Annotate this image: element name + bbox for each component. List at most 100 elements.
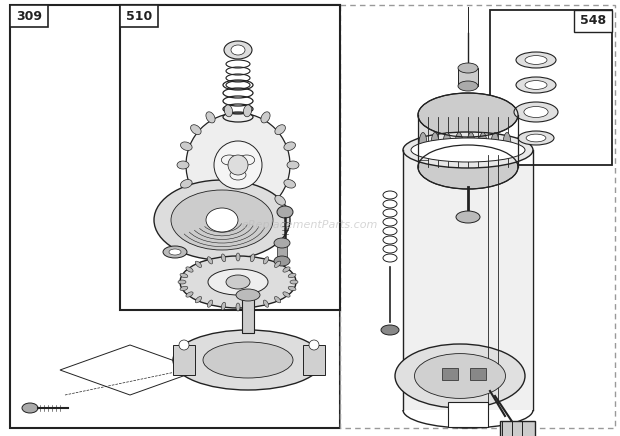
Ellipse shape (180, 180, 192, 188)
Ellipse shape (491, 133, 499, 157)
Ellipse shape (180, 273, 188, 278)
Ellipse shape (395, 344, 525, 408)
Ellipse shape (525, 81, 547, 89)
Ellipse shape (195, 296, 202, 303)
Bar (442, 368, 458, 380)
Ellipse shape (180, 286, 188, 291)
Ellipse shape (288, 286, 296, 291)
Ellipse shape (206, 112, 215, 123)
Ellipse shape (456, 211, 480, 223)
Ellipse shape (226, 275, 250, 289)
Ellipse shape (154, 180, 290, 260)
Ellipse shape (525, 56, 547, 65)
Ellipse shape (415, 354, 505, 399)
Ellipse shape (419, 133, 427, 157)
Ellipse shape (214, 141, 262, 189)
Bar (470, 368, 486, 380)
Ellipse shape (431, 133, 439, 157)
Ellipse shape (207, 300, 213, 307)
Ellipse shape (514, 102, 558, 122)
Ellipse shape (309, 340, 319, 350)
Ellipse shape (186, 113, 290, 217)
Bar (458, 68, 478, 86)
Ellipse shape (186, 292, 193, 297)
Ellipse shape (516, 77, 556, 93)
Ellipse shape (418, 93, 518, 137)
Ellipse shape (458, 63, 478, 73)
Ellipse shape (264, 300, 268, 307)
Ellipse shape (261, 207, 270, 218)
Bar (303, 345, 325, 375)
Ellipse shape (224, 105, 232, 117)
Ellipse shape (22, 403, 38, 413)
Ellipse shape (250, 254, 255, 262)
Ellipse shape (180, 256, 296, 308)
Ellipse shape (206, 207, 215, 218)
Text: 309: 309 (16, 10, 42, 23)
Ellipse shape (283, 292, 290, 297)
Ellipse shape (516, 52, 556, 68)
Ellipse shape (186, 267, 193, 272)
Ellipse shape (173, 330, 323, 390)
Ellipse shape (203, 342, 293, 378)
Bar (500, 421, 535, 436)
Ellipse shape (524, 106, 548, 117)
Ellipse shape (274, 256, 290, 266)
Ellipse shape (264, 257, 268, 264)
Bar (120, 5, 340, 310)
Ellipse shape (526, 134, 546, 142)
Ellipse shape (458, 81, 478, 91)
Bar (418, 115, 518, 167)
Ellipse shape (236, 289, 260, 301)
Ellipse shape (443, 133, 451, 157)
Ellipse shape (518, 131, 554, 145)
Ellipse shape (208, 269, 268, 295)
Ellipse shape (231, 45, 245, 55)
Bar (574, 10, 612, 32)
Ellipse shape (287, 161, 299, 169)
Ellipse shape (288, 273, 296, 278)
Polygon shape (60, 345, 200, 395)
Ellipse shape (207, 257, 213, 264)
Bar (242, 295, 254, 333)
Ellipse shape (277, 206, 293, 218)
Ellipse shape (195, 261, 202, 267)
Bar (120, 5, 158, 27)
Bar (448, 402, 488, 427)
Text: eReplacementParts.com: eReplacementParts.com (242, 220, 378, 230)
Bar (173, 345, 195, 375)
Ellipse shape (244, 213, 252, 225)
Ellipse shape (221, 302, 226, 310)
Ellipse shape (381, 325, 399, 335)
Ellipse shape (275, 195, 285, 205)
Bar (404, 150, 532, 410)
Ellipse shape (403, 132, 533, 168)
Ellipse shape (290, 280, 298, 284)
Ellipse shape (190, 125, 201, 135)
Ellipse shape (479, 133, 487, 157)
Bar (490, 10, 612, 165)
Ellipse shape (455, 133, 463, 157)
Bar (10, 5, 48, 27)
Ellipse shape (275, 261, 281, 267)
Ellipse shape (180, 142, 192, 150)
Ellipse shape (244, 105, 252, 117)
Ellipse shape (179, 340, 189, 350)
Bar (340, 5, 615, 428)
Ellipse shape (163, 246, 187, 258)
Bar (10, 5, 340, 428)
Ellipse shape (467, 133, 475, 157)
Text: 548: 548 (580, 14, 606, 27)
Ellipse shape (236, 303, 240, 311)
Text: 510: 510 (126, 10, 152, 23)
Ellipse shape (171, 190, 273, 250)
Ellipse shape (224, 213, 232, 225)
Ellipse shape (284, 180, 296, 188)
Ellipse shape (228, 155, 248, 175)
Ellipse shape (283, 267, 290, 272)
Ellipse shape (274, 238, 290, 248)
Ellipse shape (177, 161, 189, 169)
Ellipse shape (275, 296, 281, 303)
Bar (277, 243, 287, 261)
Ellipse shape (284, 142, 296, 150)
